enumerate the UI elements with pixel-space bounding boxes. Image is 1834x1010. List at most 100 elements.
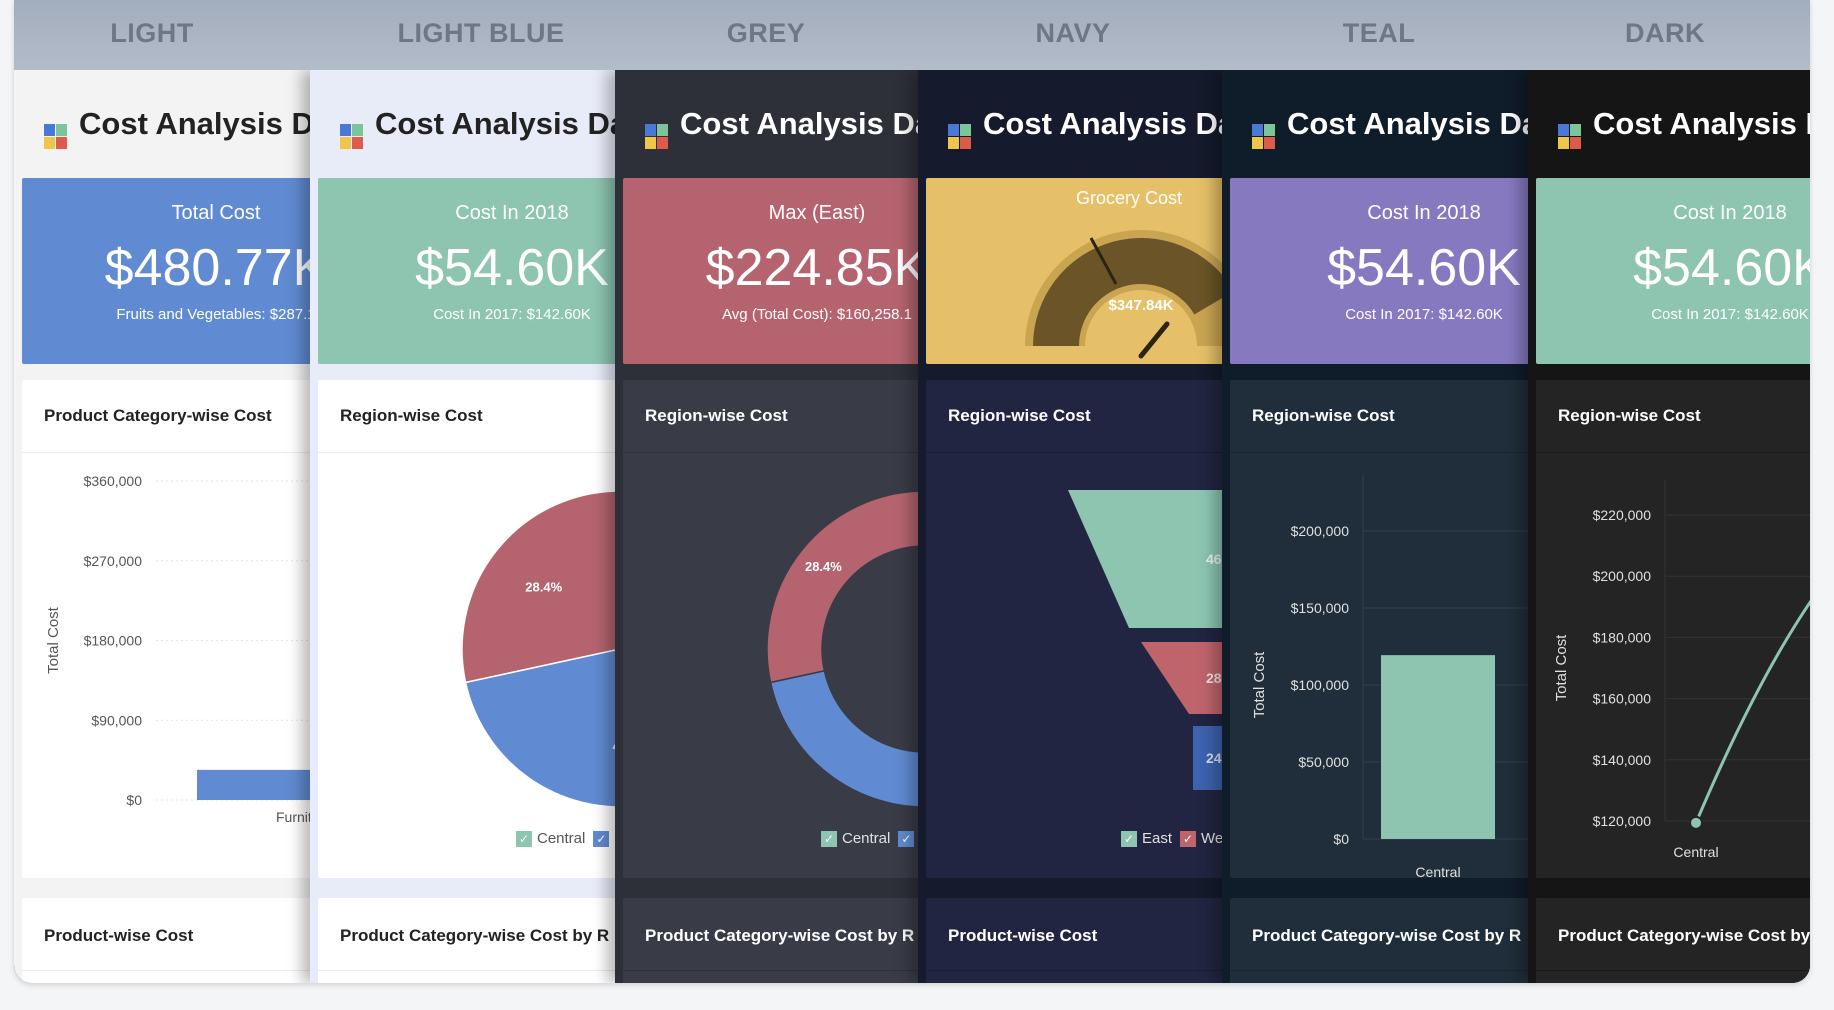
legend-item-east[interactable]: ✓East xyxy=(898,830,918,847)
chart-canvas: $0 $90,000 $180,000 $270,000 $360,000 Total C… xyxy=(45,473,310,825)
tab-dark[interactable]: DARK xyxy=(1625,18,1705,48)
chart-widget: Product Category-wise Cost by R xyxy=(318,898,615,983)
chart-widget: 46.8%28.4%24.8%Region-wise Cost✓East✓Wes… xyxy=(926,380,1222,878)
tab-teal[interactable]: TEAL xyxy=(1342,18,1416,48)
slice-east[interactable] xyxy=(769,647,918,808)
funnel-label: 24.8% xyxy=(1206,750,1222,766)
kpi-widget[interactable]: Cost In 2018 $54.60K Cost In 2017: $142.60… xyxy=(1536,178,1810,364)
legend-checkbox[interactable]: ✓ xyxy=(898,830,915,847)
y-tick-label: $160,000 xyxy=(1593,691,1652,707)
chart-header-divider xyxy=(318,970,615,971)
y-axis-title: Total Cost xyxy=(1251,651,1268,719)
dashboard-title-text: Cost Analysis Dashboard xyxy=(680,106,918,141)
kpi-subtext: Cost In 2017: $142.60K xyxy=(1651,306,1809,323)
dashboard-title-text: Cost Analysis Dashboard xyxy=(1593,106,1810,141)
gauge-target-marker xyxy=(1089,237,1118,285)
tab-light-blue[interactable]: LIGHT BLUE xyxy=(397,18,565,48)
chart-title: Region-wise Cost xyxy=(1558,406,1701,425)
kpi-subtext: Cost In 2017: $142.60K xyxy=(433,306,591,323)
dashboard-logo-icon xyxy=(1252,124,1275,149)
chart-widget: Product Category-wise Cost by R xyxy=(623,898,918,983)
chart-title: Product Category-wise Cost by R xyxy=(1252,926,1522,945)
chart-widget: $0 $90,000 $180,000 $270,000 $360,000 Total C… xyxy=(22,380,310,878)
legend-label: Central xyxy=(537,830,586,847)
legend-item-east[interactable]: ✓East xyxy=(1121,830,1172,847)
kpi-subtext: Fruits and Vegetables: $287.1 xyxy=(116,306,310,323)
legend-checkbox[interactable]: ✓ xyxy=(1121,830,1137,847)
chart-title: Product-wise Cost xyxy=(948,926,1098,945)
y-tick-label: $220,000 xyxy=(1593,507,1652,523)
gauge-fill xyxy=(1033,238,1222,346)
y-tick-label: $200,000 xyxy=(1593,568,1652,584)
chart-widget: Product Category-wise Cost by xyxy=(1536,898,1810,983)
funnel-stage-east[interactable] xyxy=(1068,490,1222,628)
tab-grey[interactable]: GREY xyxy=(726,18,806,48)
kpi-widget[interactable]: Grocery Cost $347.84K xyxy=(926,178,1222,364)
y-tick-label: $140,000 xyxy=(1593,752,1652,768)
legend-checkbox[interactable]: ✓ xyxy=(1180,830,1197,847)
slice-west[interactable] xyxy=(461,490,615,684)
dashboard-title: Cost Analysis Dashboard xyxy=(948,106,1222,149)
kpi-value: $224.85K xyxy=(705,239,918,297)
legend-item-east[interactable]: ✓ East xyxy=(593,830,615,847)
dashboard-logo-icon xyxy=(948,124,971,149)
y-axis-title: Total Cost xyxy=(1553,634,1570,702)
chart-widget: $120,000 $140,000 $160,000 $180,000 $200,000… xyxy=(1536,380,1810,878)
dashboard-logo-icon xyxy=(645,124,668,149)
bar-central[interactable] xyxy=(1381,655,1495,839)
chart-header-divider xyxy=(926,970,1222,971)
funnel-stage-central[interactable] xyxy=(1193,726,1222,790)
legend-item-west[interactable]: ✓West xyxy=(1180,830,1222,847)
chart-canvas: 28.4%46.8%24.8% xyxy=(766,490,918,808)
legend-checkbox[interactable]: ✓ xyxy=(593,830,610,847)
chart-title: Product-wise Cost xyxy=(44,926,194,945)
dashboard-title: Cost Analysis Dashboard xyxy=(645,106,918,149)
kpi-widget[interactable]: Cost In 2018 $54.60K Cost In 2017: $142.60… xyxy=(318,178,615,364)
kpi-label: Max (East) xyxy=(768,202,866,224)
slice-label: 28.4% xyxy=(525,580,562,595)
chart-header-divider xyxy=(1536,452,1810,453)
slice-east[interactable] xyxy=(464,647,615,808)
slice-label: 28.4% xyxy=(805,559,842,574)
y-axis-title: Total Cost xyxy=(45,606,62,674)
slice-west[interactable] xyxy=(766,490,918,684)
theme-panel-grey: Cost Analysis Dashboard Max (East) $224.85… xyxy=(615,70,918,983)
theme-tab-bar: LIGHT LIGHT BLUE GREY NAVY TEAL DARK xyxy=(14,0,1810,70)
dashboard-title: Cost Analysis Dashboard xyxy=(44,106,310,149)
legend-item-central[interactable]: ✓ Central xyxy=(516,830,585,847)
chart-title: Region-wise Cost xyxy=(340,406,483,425)
legend-item-central[interactable]: ✓ Central xyxy=(821,830,890,847)
dashboard-logo-icon xyxy=(1558,124,1581,149)
dashboard-title: Cost Analysis Dashboard xyxy=(1558,106,1810,149)
gauge-value: $347.84K xyxy=(1108,297,1173,314)
y-tick-label: $200,000 xyxy=(1291,523,1350,539)
chart-title: Product Category-wise Cost by xyxy=(1558,926,1810,945)
kpi-widget[interactable]: Total Cost $480.77K Fruits and Vegetables:… xyxy=(22,178,310,364)
bar-furniture[interactable] xyxy=(197,769,310,800)
y-tick-label: $180,000 xyxy=(84,633,143,649)
funnel-stage-west[interactable] xyxy=(1141,642,1222,714)
theme-panel-light-blue: Cost Analysis Dashboard Cost In 2018 $54.6… xyxy=(310,70,615,983)
dashboard-title-text: Cost Analysis Dashboard xyxy=(79,106,310,141)
chart-header-divider xyxy=(318,452,615,453)
tab-navy[interactable]: NAVY xyxy=(1035,18,1111,48)
kpi-label: Grocery Cost xyxy=(1076,188,1183,208)
chart-widget: Product-wise Cost xyxy=(22,898,310,983)
data-point-central[interactable] xyxy=(1689,815,1703,830)
chart-canvas: $120,000 $140,000 $160,000 $180,000 $200,000… xyxy=(1553,480,1810,860)
legend-label: West xyxy=(1201,830,1222,847)
legend-label: East xyxy=(614,830,615,847)
dashboard-logo-icon xyxy=(44,124,67,149)
chart-header-divider xyxy=(22,452,310,453)
series-line xyxy=(1694,599,1810,824)
legend-checkbox[interactable]: ✓ xyxy=(516,830,532,847)
legend-checkbox[interactable]: ✓ xyxy=(821,830,837,847)
chart-widget: Product Category-wise Cost by R xyxy=(1230,898,1528,983)
kpi-widget[interactable]: Cost In 2018 $54.60K Cost In 2017: $142.60… xyxy=(1230,178,1528,364)
kpi-subtext: Cost In 2017: $142.60K xyxy=(1345,306,1503,323)
dashboard-title: Cost Analysis Dashboard xyxy=(1252,106,1528,149)
y-tick-label: $0 xyxy=(126,792,142,808)
kpi-label: Cost In 2018 xyxy=(1367,202,1481,224)
tab-light[interactable]: LIGHT xyxy=(110,18,194,48)
kpi-widget[interactable]: Max (East) $224.85K Avg (Total Cost): $160… xyxy=(623,178,918,364)
